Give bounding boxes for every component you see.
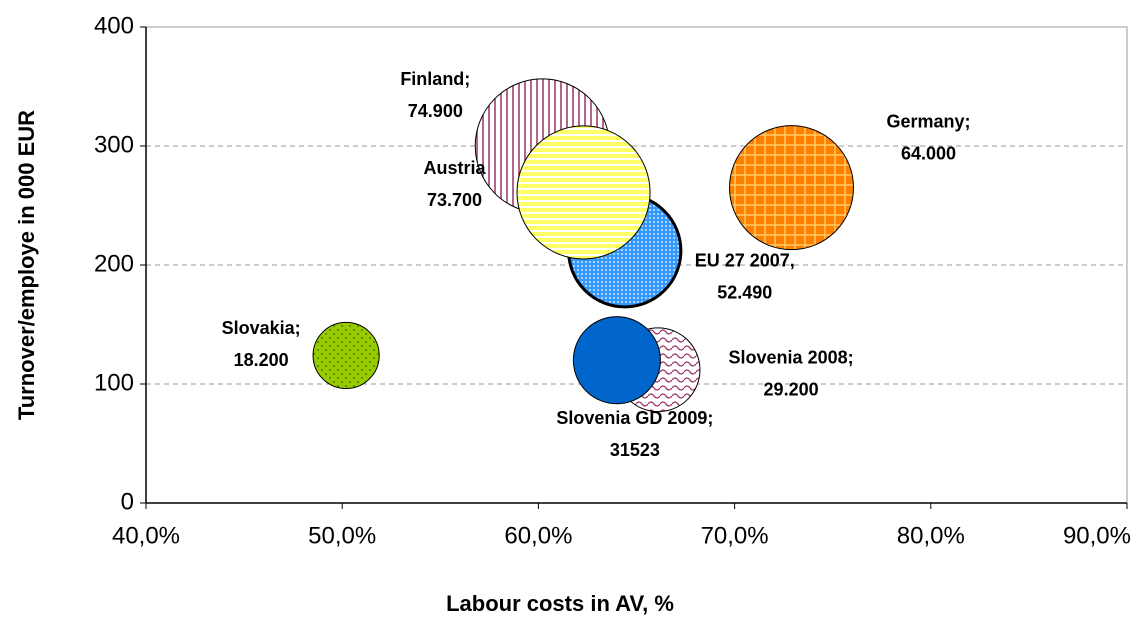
x-tick-label: 60,0%: [504, 522, 572, 549]
data-label-name: Slovenia GD 2009;: [556, 408, 713, 428]
data-label-name: Germany;: [886, 111, 970, 131]
data-label: 29.200: [764, 379, 819, 399]
x-tick-label: 70,0%: [701, 522, 769, 549]
data-label-name: EU 27 2007,: [695, 250, 795, 270]
data-label: 73.700: [427, 190, 482, 210]
y-tick-label: 100: [94, 369, 134, 396]
data-label: 31523: [610, 440, 660, 460]
data-label-name: Slovakia;: [222, 318, 301, 338]
data-label: 52.490: [717, 282, 772, 302]
y-tick-label: 0: [121, 488, 134, 515]
data-label: 64.000: [901, 143, 956, 163]
y-axis-title: Turnover/employe in 000 EUR: [14, 110, 39, 420]
data-label-name: Austria: [424, 158, 487, 178]
x-tick-label: 80,0%: [897, 522, 965, 549]
data-label: 74.900: [408, 101, 463, 121]
data-label-name: Finland;: [400, 69, 470, 89]
x-tick-label: 40,0%: [112, 522, 180, 549]
bubble: [312, 321, 380, 390]
data-label: 18.200: [234, 350, 289, 370]
bubble: [572, 316, 661, 405]
bubble: [516, 125, 651, 260]
bubble: [728, 125, 854, 251]
data-label-name: Slovenia 2008;: [729, 347, 854, 367]
x-axis-title: Labour costs in AV, %: [446, 591, 674, 616]
x-tick-label: 50,0%: [308, 522, 376, 549]
y-tick-label: 300: [94, 131, 134, 158]
y-tick-label: 200: [94, 250, 134, 277]
y-tick-label: 400: [94, 12, 134, 39]
x-tick-label: 90,0%: [1063, 522, 1131, 549]
